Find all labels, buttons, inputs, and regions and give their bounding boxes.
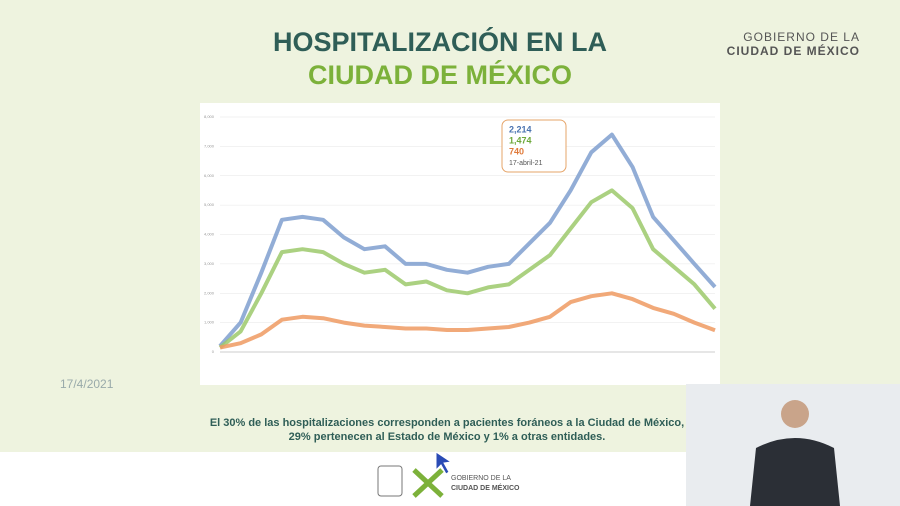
caption: 29% pertenecen al Estado de México y 1% … xyxy=(289,431,606,443)
footer-logo-text: CIUDAD DE MÉXICO xyxy=(451,483,520,492)
annotation-text: 17-abril-21 xyxy=(509,160,543,167)
org-name: GOBIERNO DE LA xyxy=(743,30,860,44)
annotation-text: 740 xyxy=(509,146,524,156)
y-tick-label: 7,000 xyxy=(204,143,215,148)
interpreter-head xyxy=(781,400,809,428)
y-tick-label: 4,000 xyxy=(204,232,215,237)
title: HOSPITALIZACIÓN EN LA xyxy=(273,26,607,57)
date: 17/4/2021 xyxy=(60,377,114,391)
title: CIUDAD DE MÉXICO xyxy=(308,59,572,90)
cursor xyxy=(435,451,453,475)
annotation-text: 1,474 xyxy=(509,135,532,145)
y-tick-label: 2,000 xyxy=(204,290,215,295)
cdmx-logo xyxy=(412,468,444,498)
series-line xyxy=(218,188,717,350)
shield-logo xyxy=(377,465,403,497)
chart-card xyxy=(200,103,720,385)
org-name: CIUDAD DE MÉXICO xyxy=(727,43,860,58)
y-tick-label: 3,000 xyxy=(204,261,215,266)
interpreter-body xyxy=(750,438,840,506)
annotation-box xyxy=(501,119,567,173)
annotation-text: 2,214 xyxy=(509,124,532,134)
y-tick-label: 8,000 xyxy=(204,114,215,119)
series-line xyxy=(218,132,717,348)
y-tick-label: 5,000 xyxy=(204,202,215,207)
footer-logo-text: GOBIERNO DE LA xyxy=(451,475,511,482)
y-tick-label: 6,000 xyxy=(204,173,215,178)
series-line xyxy=(219,291,716,350)
caption: El 30% de las hospitalizaciones correspo… xyxy=(210,417,684,429)
y-tick-label: 0 xyxy=(212,349,215,354)
y-tick-label: 1,000 xyxy=(204,320,215,325)
